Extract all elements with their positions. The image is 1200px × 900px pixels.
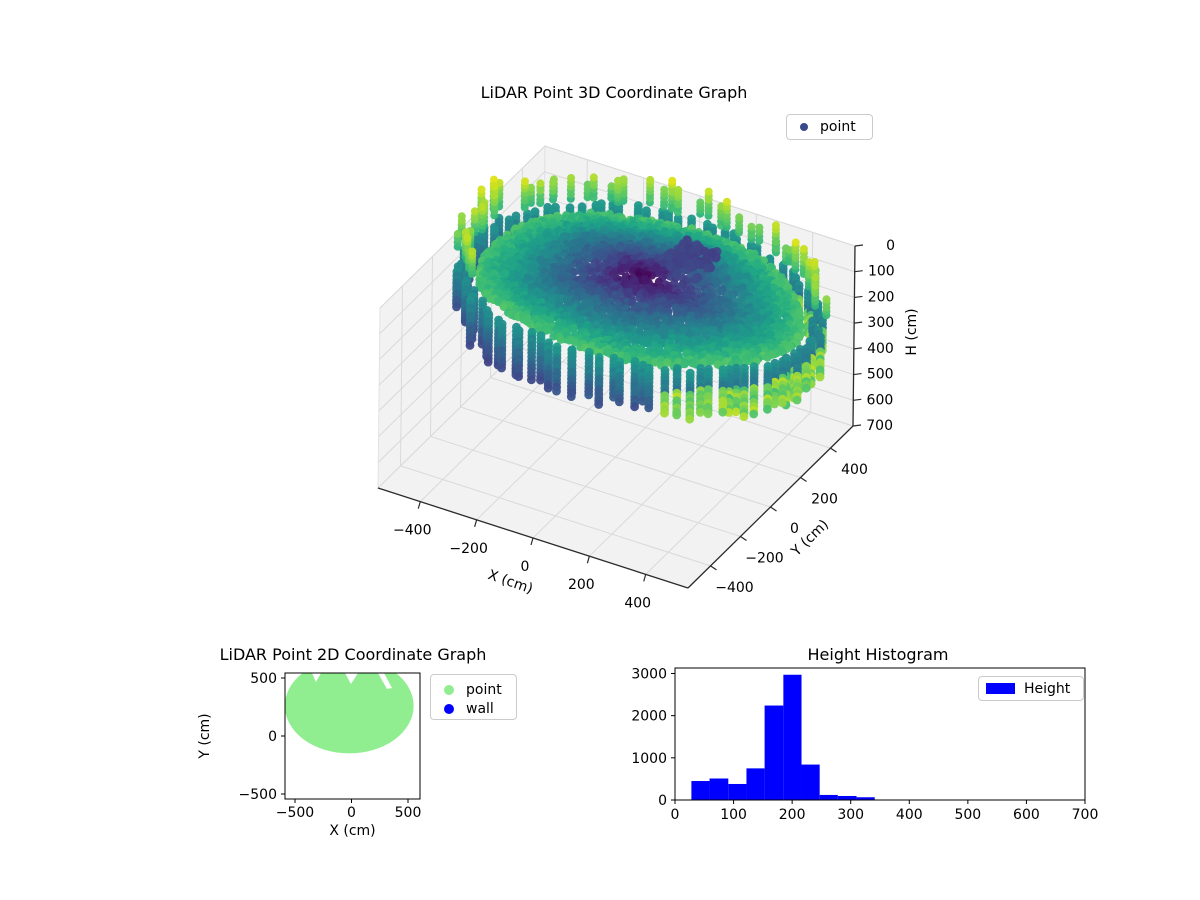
svg-text:600: 600 — [867, 392, 894, 408]
legend-label-point-2d: point — [466, 681, 502, 698]
svg-text:0: 0 — [658, 793, 667, 809]
svg-text:400: 400 — [624, 595, 651, 611]
svg-text:100: 100 — [868, 264, 895, 280]
svg-text:300: 300 — [867, 315, 894, 331]
svg-text:0: 0 — [671, 807, 680, 823]
svg-text:3000: 3000 — [631, 666, 667, 682]
svg-text:400: 400 — [841, 462, 868, 478]
svg-text:700: 700 — [1072, 807, 1099, 823]
wall-marker-icon — [444, 703, 454, 714]
svg-text:H (cm): H (cm) — [904, 308, 920, 355]
svg-text:1000: 1000 — [631, 751, 667, 767]
svg-text:500: 500 — [395, 805, 422, 821]
svg-text:600: 600 — [1013, 807, 1040, 823]
svg-text:−400: −400 — [393, 523, 431, 539]
plot2d-legend: point wall — [430, 674, 517, 720]
legend-label-point-3d: point — [820, 119, 856, 135]
legend-entry-wall: wall — [431, 699, 516, 718]
svg-text:200: 200 — [868, 289, 895, 305]
plot2d-canvas: −500 0 500 −500 0 500 X (cm) Y (cm) — [197, 671, 422, 839]
height-swatch-icon — [986, 683, 1015, 694]
svg-text:200: 200 — [811, 492, 838, 508]
legend-label-wall: wall — [466, 700, 494, 717]
svg-text:300: 300 — [837, 807, 864, 823]
point-marker-icon — [444, 684, 454, 695]
svg-text:0: 0 — [347, 805, 356, 821]
svg-text:2000: 2000 — [631, 709, 667, 725]
svg-text:Y (cm): Y (cm) — [197, 713, 213, 759]
svg-text:200: 200 — [568, 577, 595, 593]
svg-text:400: 400 — [896, 807, 923, 823]
legend-entry-point: point — [431, 680, 516, 699]
svg-text:0: 0 — [521, 559, 530, 575]
plot2d-title: LiDAR Point 2D Coordinate Graph — [219, 645, 487, 664]
svg-text:500: 500 — [954, 807, 981, 823]
svg-text:0: 0 — [886, 238, 895, 254]
plot3d-legend: point — [786, 114, 873, 140]
svg-text:100: 100 — [720, 807, 747, 823]
svg-text:−500: −500 — [239, 787, 277, 803]
svg-text:X (cm): X (cm) — [329, 823, 375, 839]
svg-text:400: 400 — [867, 341, 894, 357]
svg-text:−500: −500 — [276, 805, 314, 821]
svg-text:700: 700 — [866, 418, 893, 434]
svg-text:−400: −400 — [715, 580, 753, 596]
svg-text:500: 500 — [867, 367, 894, 383]
histogram-legend: Height — [978, 676, 1084, 701]
legend-label-height: Height — [1024, 680, 1071, 697]
plot3d-title: LiDAR Point 3D Coordinate Graph — [480, 83, 748, 102]
plot3d-canvas: −400−2000200400−400−20002004000100200300… — [377, 144, 920, 611]
histogram-canvas: 0 100 200 300 400 500 600 700 0 1000 2000 3000 — [631, 666, 1099, 823]
svg-text:500: 500 — [250, 671, 277, 687]
point-marker-icon — [800, 123, 808, 131]
svg-text:0: 0 — [790, 521, 799, 537]
svg-text:200: 200 — [779, 807, 806, 823]
histogram-title: Height Histogram — [807, 645, 949, 664]
svg-text:0: 0 — [268, 729, 277, 745]
svg-text:−200: −200 — [745, 550, 783, 566]
svg-text:−200: −200 — [449, 541, 487, 557]
